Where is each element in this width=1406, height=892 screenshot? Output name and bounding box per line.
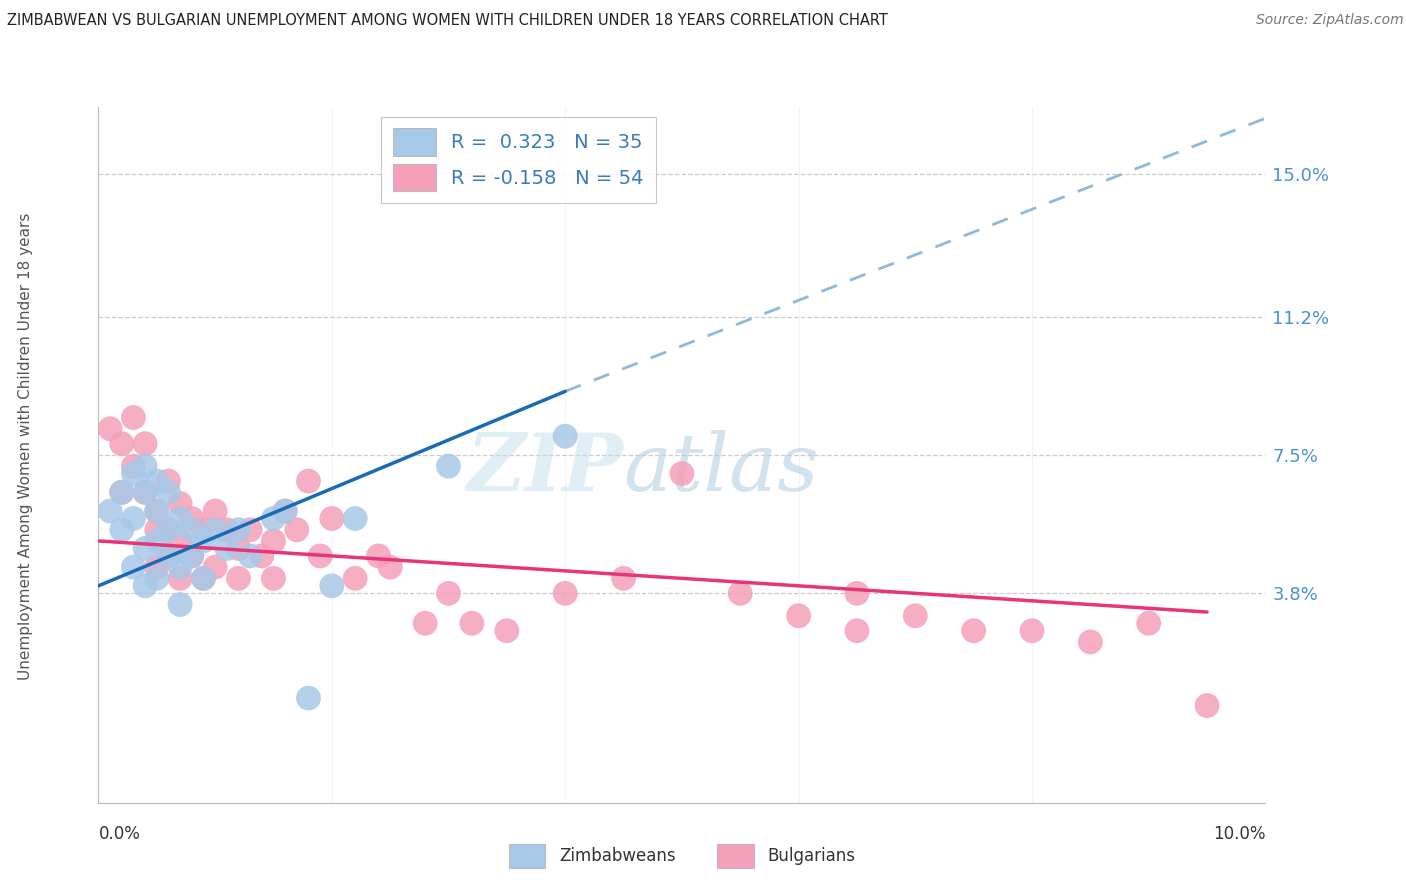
Point [215,541,238,556]
Point [845,586,868,600]
Point [1195,698,1218,713]
Legend: Zimbabweans, Bulgarians: Zimbabweans, Bulgarians [502,838,862,874]
Point [344,511,367,525]
Point [180,549,202,563]
Text: ZIP: ZIP [467,430,624,508]
Point [169,497,191,511]
Point [671,467,693,481]
Point [378,560,402,574]
Point [321,511,343,525]
Point [122,511,145,525]
Point [437,586,460,600]
Point [122,410,145,425]
Point [215,523,238,537]
Point [193,571,215,585]
Point [122,560,145,574]
Point [204,504,226,518]
Point [193,533,215,548]
Point [413,616,436,631]
Point [180,549,202,563]
Point [169,533,191,548]
Point [180,523,202,537]
Text: Unemployment Among Women with Children Under 18 years: Unemployment Among Women with Children U… [18,212,32,680]
Point [554,586,576,600]
Point [146,533,169,548]
Point [728,586,751,600]
Point [904,608,927,623]
Point [297,691,319,706]
Point [146,504,169,518]
Point [461,616,484,631]
Point [146,474,169,488]
Point [787,608,810,623]
Point [495,624,517,638]
Point [111,485,134,500]
Text: atlas: atlas [624,430,818,508]
Point [169,560,191,574]
Point [262,571,284,585]
Text: ZIMBABWEAN VS BULGARIAN UNEMPLOYMENT AMONG WOMEN WITH CHILDREN UNDER 18 YEARS CO: ZIMBABWEAN VS BULGARIAN UNEMPLOYMENT AMO… [7,13,889,29]
Point [146,504,169,518]
Point [146,523,169,537]
Point [250,549,273,563]
Point [274,504,297,518]
Point [98,422,121,436]
Point [157,523,180,537]
Point [1080,635,1102,649]
Point [111,485,134,500]
Point [157,485,180,500]
Point [157,549,180,563]
Point [554,429,576,443]
Point [239,523,262,537]
Point [134,579,156,593]
Point [962,624,984,638]
Point [344,571,367,585]
Text: 10.0%: 10.0% [1213,825,1265,843]
Point [228,571,250,585]
Point [134,541,156,556]
Point [146,560,169,574]
Point [169,571,191,585]
Point [262,511,284,525]
Point [1137,616,1160,631]
Point [612,571,634,585]
Point [193,523,215,537]
Point [297,474,319,488]
Point [134,485,156,500]
Point [157,549,180,563]
Point [274,504,297,518]
Point [111,523,134,537]
Point [169,598,191,612]
Point [146,571,169,585]
Point [228,523,250,537]
Point [134,459,156,474]
Text: Source: ZipAtlas.com: Source: ZipAtlas.com [1256,13,1403,28]
Text: 0.0%: 0.0% [98,825,141,843]
Point [204,560,226,574]
Point [228,541,250,556]
Point [111,436,134,450]
Point [122,467,145,481]
Point [98,504,121,518]
Point [157,523,180,537]
Point [437,459,460,474]
Point [180,511,202,525]
Point [262,533,284,548]
Point [239,549,262,563]
Point [204,523,226,537]
Point [134,436,156,450]
Point [193,571,215,585]
Point [169,511,191,525]
Point [285,523,308,537]
Point [134,485,156,500]
Point [309,549,332,563]
Point [157,474,180,488]
Point [367,549,389,563]
Point [321,579,343,593]
Point [122,459,145,474]
Point [1021,624,1043,638]
Point [845,624,868,638]
